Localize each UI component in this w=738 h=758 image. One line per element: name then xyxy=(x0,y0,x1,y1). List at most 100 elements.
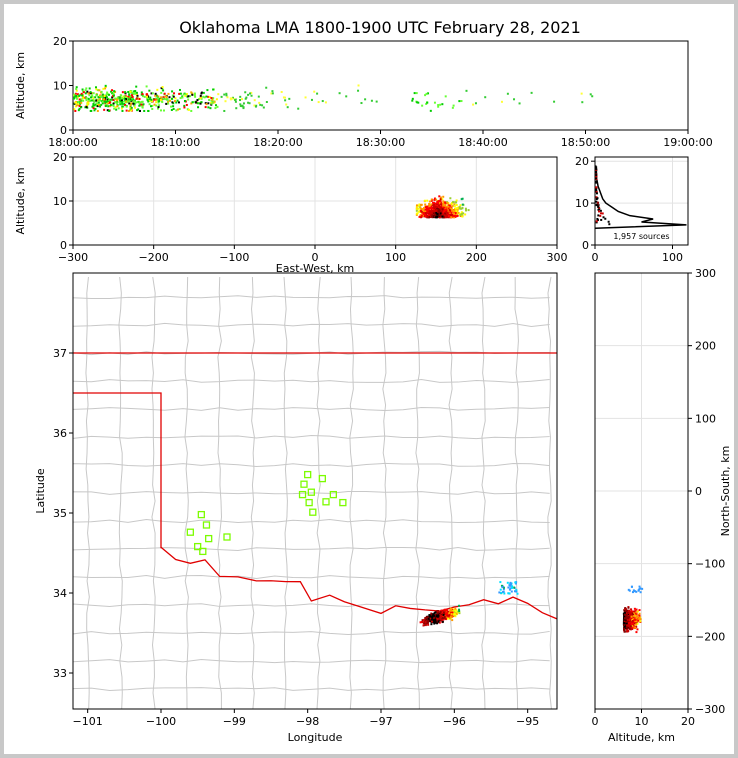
east-west-axis-label: −300 xyxy=(58,251,88,264)
source-point xyxy=(451,608,454,611)
source-point xyxy=(145,85,148,88)
source-point xyxy=(77,109,80,112)
source-point xyxy=(433,101,436,104)
source-point xyxy=(200,101,203,104)
source-point xyxy=(439,617,442,620)
source-point xyxy=(121,102,124,105)
source-point xyxy=(442,204,445,207)
source-point xyxy=(421,209,424,212)
source-point xyxy=(440,609,443,612)
source-point xyxy=(636,628,639,631)
source-point xyxy=(415,213,418,216)
source-point xyxy=(80,99,83,102)
source-point xyxy=(445,612,448,615)
source-point xyxy=(625,622,628,625)
lma-station-marker xyxy=(300,480,308,488)
source-point xyxy=(425,211,428,214)
source-point xyxy=(128,102,131,105)
source-point xyxy=(156,88,159,91)
source-point xyxy=(321,100,324,103)
source-point xyxy=(241,105,244,108)
source-point xyxy=(313,90,316,93)
lma-station-marker xyxy=(339,498,347,507)
source-point xyxy=(140,103,143,106)
source-point xyxy=(411,99,414,102)
source-point xyxy=(449,609,452,612)
source-point xyxy=(111,103,114,106)
source-point xyxy=(444,614,447,617)
source-point xyxy=(81,88,84,91)
source-point xyxy=(467,209,470,212)
source-point xyxy=(102,87,105,90)
source-point xyxy=(635,614,638,617)
source-point xyxy=(632,612,635,615)
source-point xyxy=(87,92,90,95)
source-point xyxy=(637,618,640,621)
source-point xyxy=(434,205,437,208)
source-point xyxy=(95,94,98,97)
source-point xyxy=(638,585,641,588)
source-point xyxy=(98,99,101,102)
east-west-ylabel: Altitude, km xyxy=(14,167,27,234)
source-point xyxy=(430,623,433,626)
source-point xyxy=(183,106,186,109)
time-axis-label: 18:10:00 xyxy=(151,136,200,149)
source-point xyxy=(174,97,177,100)
source-point xyxy=(92,103,95,106)
source-point xyxy=(431,616,434,619)
figure-canvas: Oklahoma LMA 1800-1900 UTC February 28, … xyxy=(14,18,732,744)
source-point xyxy=(417,207,420,210)
lma-station-marker xyxy=(298,490,307,499)
longitude-axis-label: −100 xyxy=(146,715,176,728)
source-point xyxy=(215,104,218,107)
source-point xyxy=(82,97,85,100)
source-point xyxy=(436,215,439,218)
source-point xyxy=(595,198,598,201)
source-point xyxy=(193,92,196,95)
source-point xyxy=(92,92,95,95)
source-point xyxy=(450,216,453,219)
source-point xyxy=(439,198,442,201)
east-west-altitude-axis-label: 20 xyxy=(53,151,67,164)
source-point xyxy=(248,102,251,105)
source-point xyxy=(416,204,419,207)
source-point xyxy=(498,591,501,594)
source-point xyxy=(438,200,441,203)
source-point xyxy=(631,591,634,594)
source-point xyxy=(108,109,111,112)
source-point xyxy=(170,108,173,111)
source-point xyxy=(127,95,130,98)
source-point xyxy=(419,203,422,206)
source-point xyxy=(131,98,134,101)
source-point xyxy=(430,203,433,206)
source-point xyxy=(631,622,634,625)
source-point xyxy=(427,207,430,210)
source-point xyxy=(424,203,427,206)
source-point xyxy=(141,93,144,96)
source-point xyxy=(97,101,100,104)
source-point xyxy=(453,211,456,214)
source-point xyxy=(116,97,119,100)
source-point xyxy=(360,102,363,105)
source-point xyxy=(168,96,171,99)
source-point xyxy=(425,102,428,105)
source-point xyxy=(627,629,630,632)
source-point xyxy=(170,105,173,108)
source-point xyxy=(148,98,151,101)
source-point xyxy=(338,92,341,95)
source-point xyxy=(439,611,442,614)
source-point xyxy=(95,86,98,89)
source-point xyxy=(104,96,107,99)
source-point xyxy=(189,95,192,98)
source-point xyxy=(443,616,446,619)
source-point xyxy=(74,109,77,112)
source-point xyxy=(345,95,348,98)
source-point xyxy=(433,197,436,200)
source-point xyxy=(224,100,227,103)
source-point xyxy=(130,94,133,97)
source-point xyxy=(438,212,441,215)
source-point xyxy=(443,216,446,219)
source-point xyxy=(225,94,228,97)
source-point xyxy=(78,107,81,110)
source-point xyxy=(98,96,101,99)
